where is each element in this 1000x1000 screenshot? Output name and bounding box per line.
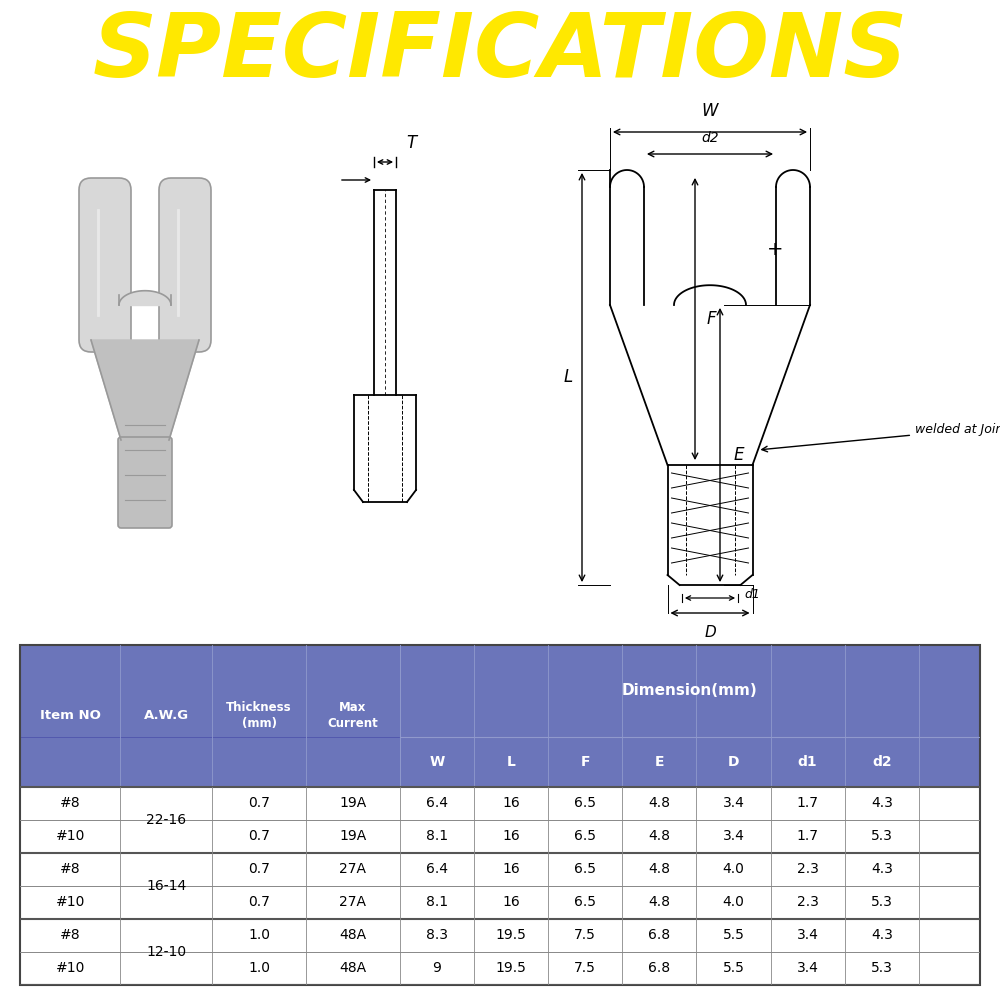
FancyBboxPatch shape xyxy=(159,178,211,352)
Text: 7.5: 7.5 xyxy=(574,961,596,975)
Text: Item NO: Item NO xyxy=(40,709,101,722)
Text: #10: #10 xyxy=(55,895,85,909)
Text: 1.7: 1.7 xyxy=(797,829,819,843)
Text: E: E xyxy=(655,755,664,769)
Text: 6.5: 6.5 xyxy=(574,895,596,909)
Text: A.W.G: A.W.G xyxy=(144,709,189,722)
Text: D: D xyxy=(704,625,716,640)
Text: 5.5: 5.5 xyxy=(723,928,744,942)
Text: 0.7: 0.7 xyxy=(248,895,270,909)
Text: 3.4: 3.4 xyxy=(797,961,819,975)
Text: SPECIFICATIONS: SPECIFICATIONS xyxy=(92,9,908,96)
Bar xyxy=(20,787,980,820)
Bar xyxy=(20,919,980,952)
Text: d2: d2 xyxy=(872,755,892,769)
Text: Max
Current: Max Current xyxy=(328,701,378,730)
Text: 5.3: 5.3 xyxy=(871,961,893,975)
Text: 4.3: 4.3 xyxy=(871,862,893,876)
Text: W: W xyxy=(702,102,718,120)
Text: 6.5: 6.5 xyxy=(574,796,596,810)
Text: 6.4: 6.4 xyxy=(426,862,448,876)
Text: 4.0: 4.0 xyxy=(723,862,744,876)
Text: F: F xyxy=(580,755,590,769)
Text: 6.8: 6.8 xyxy=(648,961,670,975)
Text: 4.8: 4.8 xyxy=(648,796,670,810)
Text: 2.3: 2.3 xyxy=(797,895,819,909)
Text: 16: 16 xyxy=(502,829,520,843)
Text: 8.3: 8.3 xyxy=(426,928,448,942)
Text: #8: #8 xyxy=(60,862,80,876)
Text: 19.5: 19.5 xyxy=(495,928,526,942)
Text: 6.5: 6.5 xyxy=(574,829,596,843)
Text: 6.8: 6.8 xyxy=(648,928,670,942)
FancyBboxPatch shape xyxy=(79,178,131,352)
Text: 5.3: 5.3 xyxy=(871,829,893,843)
Text: #8: #8 xyxy=(60,796,80,810)
Text: #8: #8 xyxy=(60,928,80,942)
Text: d1: d1 xyxy=(744,587,760,600)
Text: 3.4: 3.4 xyxy=(723,796,744,810)
Text: Thickness
(mm): Thickness (mm) xyxy=(226,701,292,730)
Text: W: W xyxy=(429,755,444,769)
Text: 12-10: 12-10 xyxy=(146,945,186,959)
Bar xyxy=(20,737,980,787)
Text: +: + xyxy=(767,240,783,259)
Text: 16: 16 xyxy=(502,895,520,909)
Bar xyxy=(20,820,980,853)
Text: 4.8: 4.8 xyxy=(648,895,670,909)
Text: 16: 16 xyxy=(502,862,520,876)
Text: 9: 9 xyxy=(432,961,441,975)
Text: 1.7: 1.7 xyxy=(797,796,819,810)
Text: d1: d1 xyxy=(798,755,817,769)
Text: d2: d2 xyxy=(701,131,719,145)
Text: L: L xyxy=(563,368,573,386)
Text: Dimension(mm): Dimension(mm) xyxy=(622,683,758,698)
Text: 19.5: 19.5 xyxy=(495,961,526,975)
Text: D: D xyxy=(728,755,739,769)
Text: 1.0: 1.0 xyxy=(248,961,270,975)
Text: 16-14: 16-14 xyxy=(146,879,186,893)
Text: 48A: 48A xyxy=(339,961,367,975)
Text: 0.7: 0.7 xyxy=(248,862,270,876)
Text: welded at Joints: welded at Joints xyxy=(762,424,1000,452)
Text: #10: #10 xyxy=(55,829,85,843)
Bar xyxy=(20,645,980,737)
Text: E: E xyxy=(734,446,744,464)
Text: #10: #10 xyxy=(55,961,85,975)
Text: 8.1: 8.1 xyxy=(426,895,448,909)
Bar xyxy=(20,853,980,886)
Text: 19A: 19A xyxy=(339,796,367,810)
Text: 0.7: 0.7 xyxy=(248,829,270,843)
Text: F: F xyxy=(707,310,717,328)
Text: 27A: 27A xyxy=(339,862,366,876)
Text: 4.8: 4.8 xyxy=(648,862,670,876)
Text: 27A: 27A xyxy=(339,895,366,909)
Text: 3.4: 3.4 xyxy=(723,829,744,843)
Bar xyxy=(20,886,980,919)
Text: 19A: 19A xyxy=(339,829,367,843)
Text: 4.3: 4.3 xyxy=(871,796,893,810)
Text: 6.4: 6.4 xyxy=(426,796,448,810)
Text: 3.4: 3.4 xyxy=(797,928,819,942)
Text: 2.3: 2.3 xyxy=(797,862,819,876)
Text: T: T xyxy=(406,134,416,152)
Text: L: L xyxy=(506,755,515,769)
Text: 6.5: 6.5 xyxy=(574,862,596,876)
Text: 7.5: 7.5 xyxy=(574,928,596,942)
Text: 4.8: 4.8 xyxy=(648,829,670,843)
FancyBboxPatch shape xyxy=(118,437,172,528)
Text: 8.1: 8.1 xyxy=(426,829,448,843)
Text: 5.3: 5.3 xyxy=(871,895,893,909)
Polygon shape xyxy=(91,340,199,440)
Text: 4.0: 4.0 xyxy=(723,895,744,909)
Text: 1.0: 1.0 xyxy=(248,928,270,942)
Text: 0.7: 0.7 xyxy=(248,796,270,810)
Text: 5.5: 5.5 xyxy=(723,961,744,975)
Text: 4.3: 4.3 xyxy=(871,928,893,942)
Text: 48A: 48A xyxy=(339,928,367,942)
Text: 22-16: 22-16 xyxy=(146,813,186,827)
Text: 16: 16 xyxy=(502,796,520,810)
Bar xyxy=(20,952,980,985)
